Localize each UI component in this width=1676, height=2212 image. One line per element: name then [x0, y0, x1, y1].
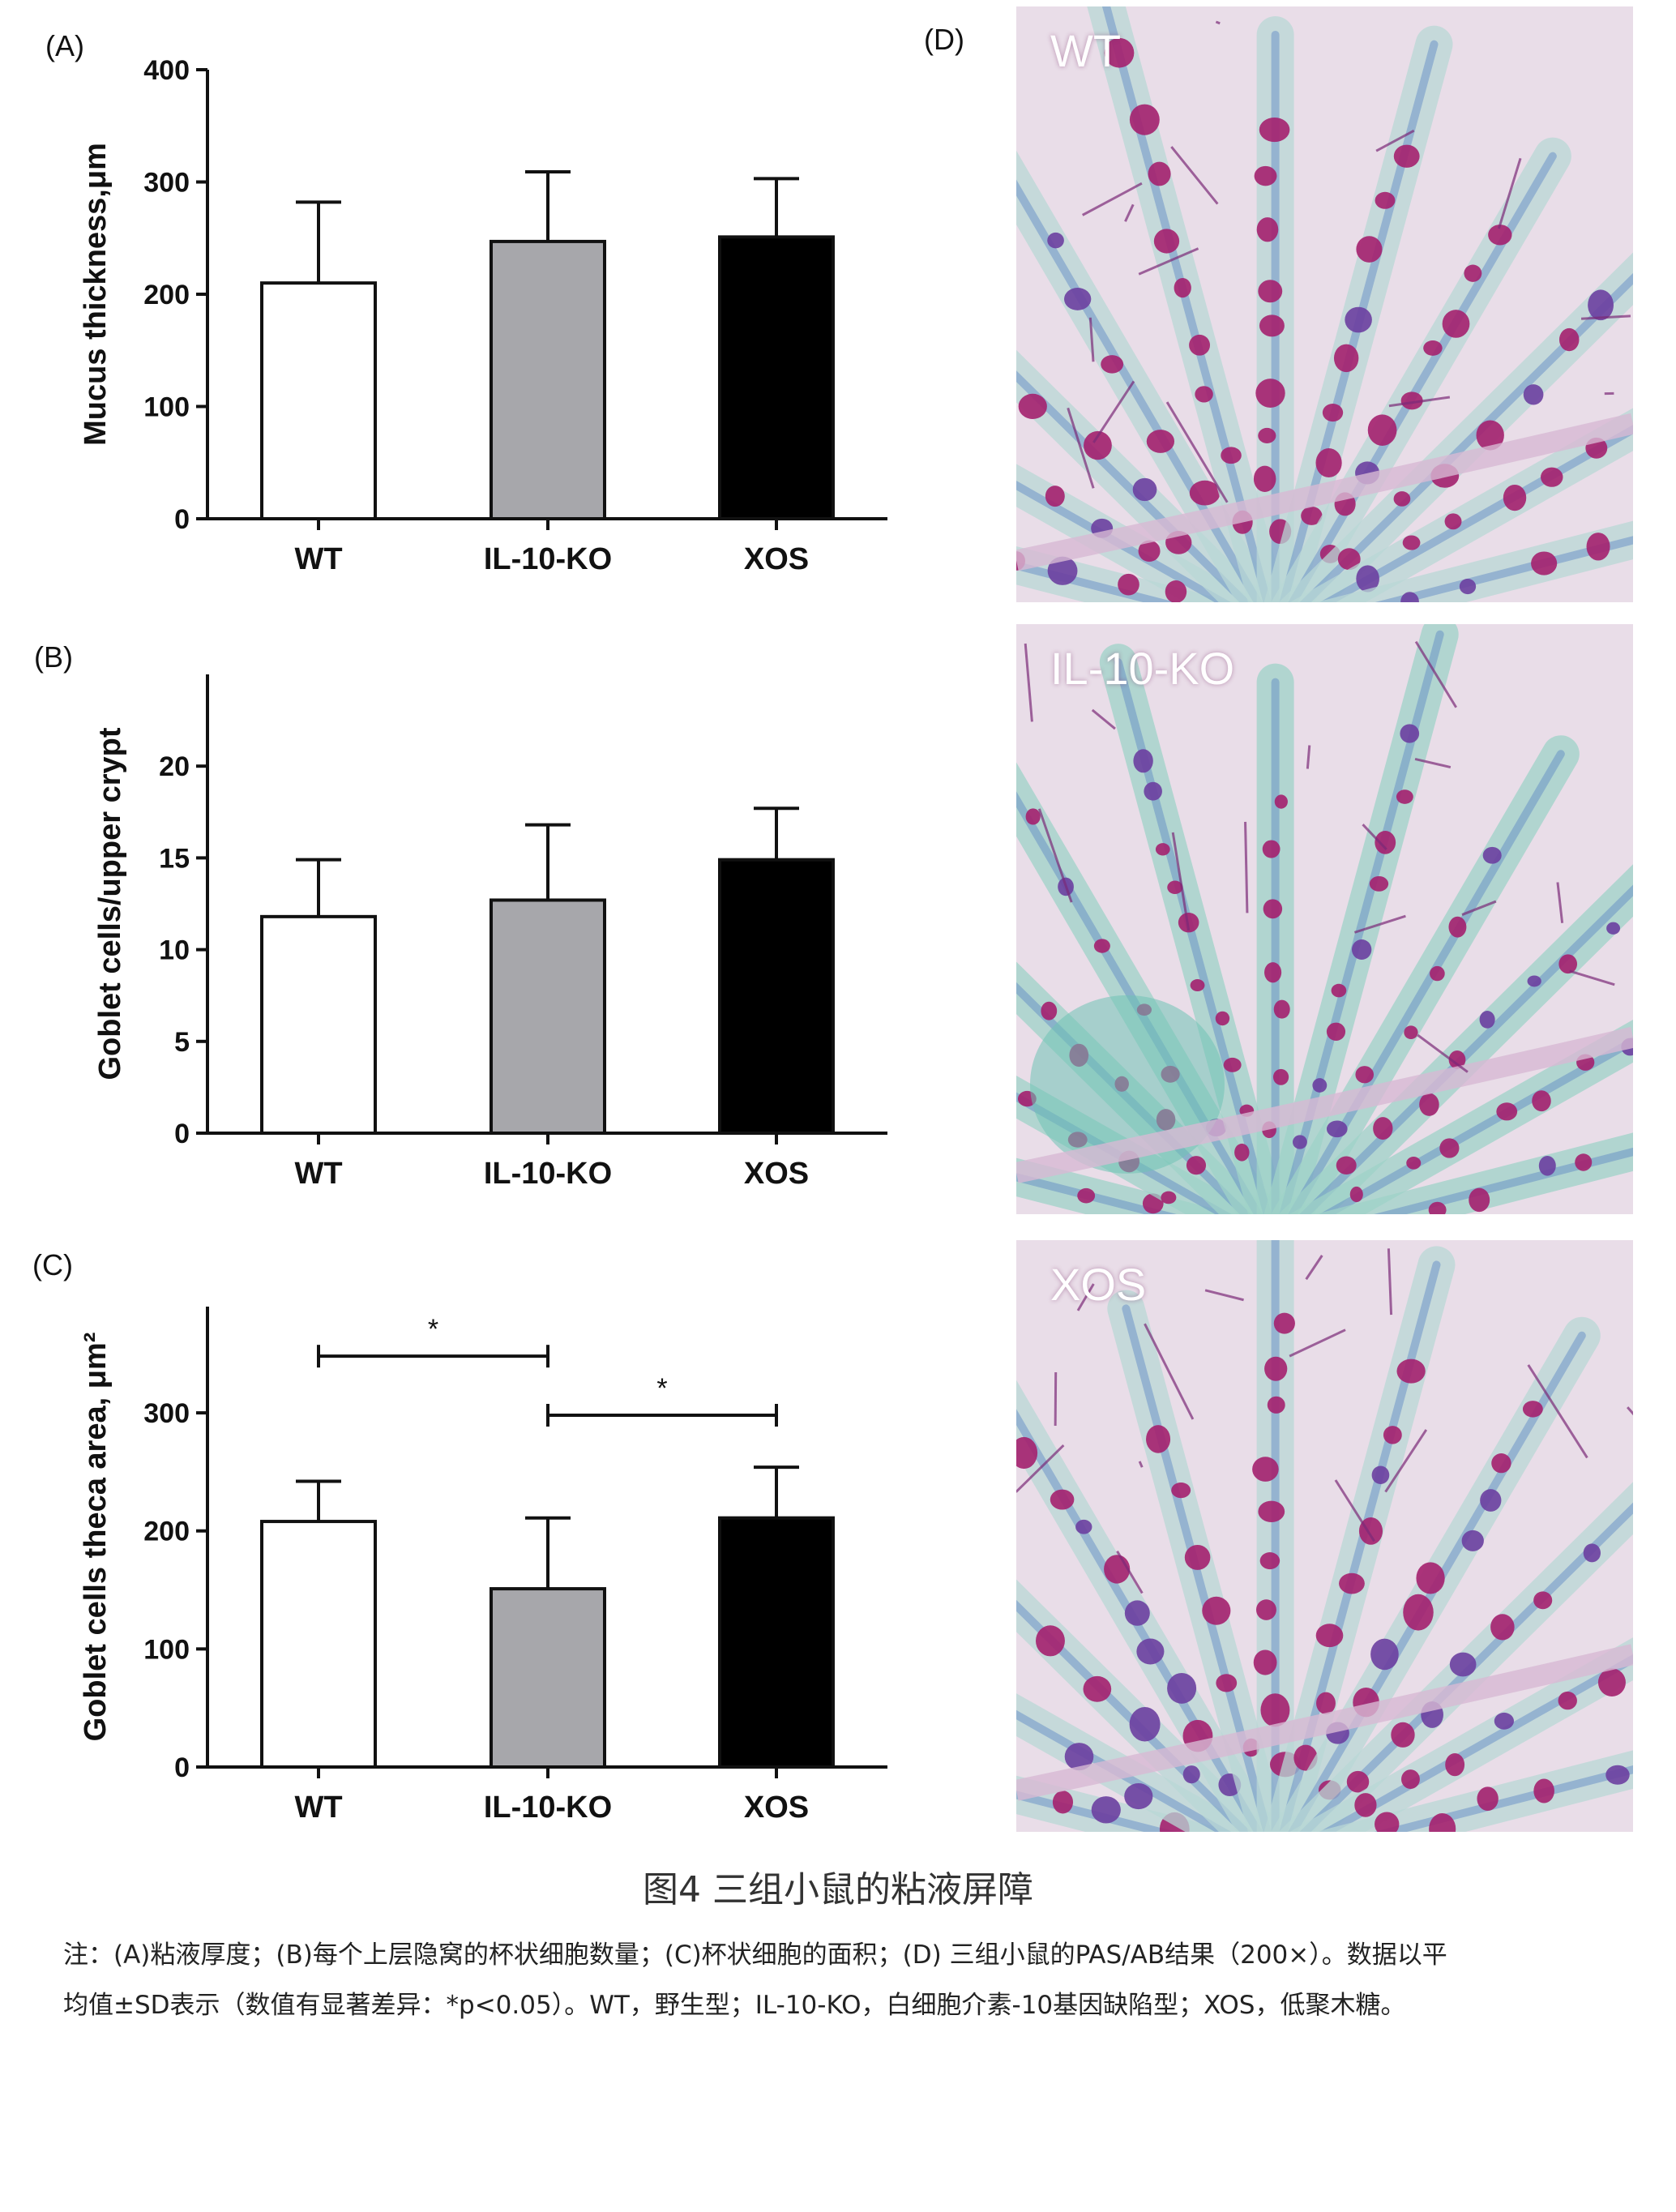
figure-note-line-2: 均值±SD表示（数值有显著差异：*p<0.05）。WT，野生型；IL-10-KO…: [63, 1991, 1406, 2020]
chart-a-y-tick-label: 0: [174, 504, 190, 535]
chart-c-y-tick-label: 100: [143, 1634, 190, 1665]
chart-b-category-label-il-10-ko: IL-10-KO: [484, 1157, 612, 1191]
chart-b-bar-wt: [260, 914, 377, 1135]
chart-a-y-axis-label: Mucus thickness,μm: [79, 143, 113, 446]
micrograph-label-il10ko: IL-10-KO: [1050, 643, 1235, 694]
chart-c-sig-star-0: *: [428, 1314, 438, 1345]
micrograph-label-wt: WT: [1050, 25, 1122, 76]
figure-note-line-1: 注：(A)粘液厚度；(B)每个上层隐窝的杯状细胞数量；(C)杯状细胞的面积；(D…: [63, 1940, 1447, 1970]
chart-c-y-axis-label: Goblet cells theca area, μm²: [79, 1333, 113, 1742]
chart-c-bar-wt: [260, 1520, 377, 1769]
chart-b-y-tick-label: 5: [174, 1027, 190, 1058]
chart-a-bar-xos: [718, 235, 835, 520]
chart-b-y-tick-label: 0: [174, 1119, 190, 1149]
chart-c-category-label-wt: WT: [294, 1791, 342, 1825]
chart-b-category-label-wt: WT: [294, 1157, 342, 1191]
panel-letter-a: (A): [45, 29, 84, 62]
panel-letter-b: (B): [34, 640, 73, 674]
panel-letter-c: (C): [32, 1248, 73, 1281]
chart-a-category-label-xos: XOS: [744, 542, 809, 576]
chart-b-y-axis-label: Goblet cells/upper crypt: [93, 727, 127, 1080]
figure-title: 图4 三组小鼠的粘液屏障: [643, 1869, 1033, 1910]
chart-c-theca-area: 0 100 200 300 Goblet cells theca area, μm² WT…: [79, 1307, 887, 1825]
chart-c-y-tick-label: 0: [174, 1752, 190, 1783]
chart-c-y-tick-label: 200: [143, 1517, 190, 1547]
chart-a-category-label-wt: WT: [294, 542, 342, 576]
chart-a-y-tick-label: 300: [143, 168, 190, 199]
panel-letter-d: (D): [924, 23, 964, 56]
micrograph-wt: WT: [1016, 6, 1633, 602]
chart-c-bar-il-10-ko: [490, 1587, 606, 1769]
chart-a-y-tick-label: 100: [143, 392, 190, 423]
chart-c-sig-star-1: *: [656, 1373, 667, 1404]
chart-b-y-tick-label: 15: [159, 843, 190, 874]
chart-c-category-label-xos: XOS: [744, 1791, 809, 1825]
chart-c-bar-xos: [718, 1516, 835, 1769]
chart-b-bar-xos: [718, 858, 835, 1135]
chart-b-y-tick-label: 10: [159, 935, 190, 966]
chart-b-goblet-cells: 0 5 10 15 20 Goblet cells/upper crypt WT IL-10-…: [93, 674, 887, 1191]
micrograph-xos: XOS: [1016, 1240, 1633, 1832]
chart-b-y-tick-label: 20: [159, 751, 190, 782]
micrograph-il10ko: IL-10-KO: [1016, 624, 1633, 1214]
chart-a-y-tick-label: 400: [143, 55, 190, 86]
chart-b-category-label-xos: XOS: [744, 1157, 809, 1191]
chart-a-bar-wt: [260, 281, 377, 520]
chart-a-mucus-thickness: 0 100 200 300 400 Mucus thickness,μm WT IL-10-K…: [79, 55, 887, 576]
micrograph-label-xos: XOS: [1050, 1259, 1147, 1310]
chart-b-bar-il-10-ko: [490, 898, 606, 1135]
chart-a-bar-il-10-ko: [490, 239, 606, 520]
chart-a-category-label-il-10-ko: IL-10-KO: [484, 542, 612, 576]
chart-a-y-tick-label: 200: [143, 280, 190, 310]
chart-c-y-tick-label: 300: [143, 1398, 190, 1429]
chart-c-category-label-il-10-ko: IL-10-KO: [484, 1791, 612, 1825]
